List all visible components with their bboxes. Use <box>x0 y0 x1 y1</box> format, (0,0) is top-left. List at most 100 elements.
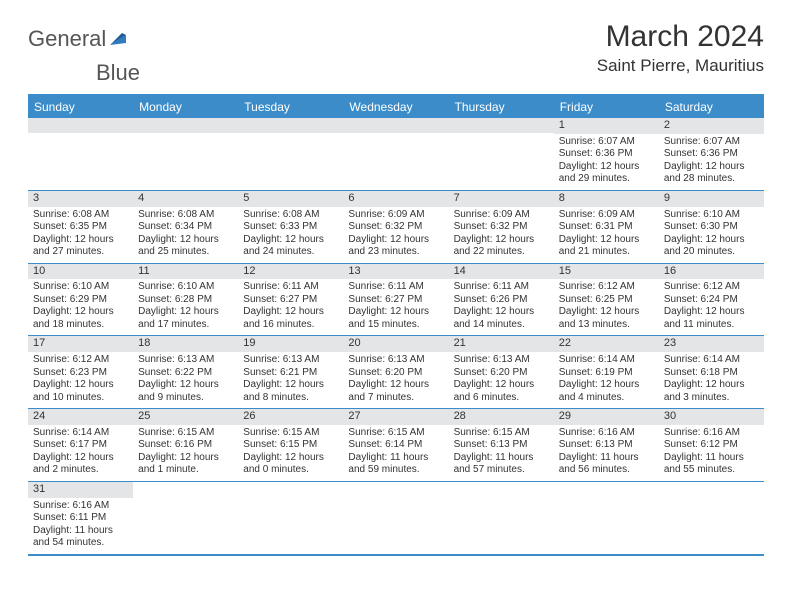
sunset-text: Sunset: 6:26 PM <box>454 294 549 307</box>
day-content: Sunrise: 6:07 AMSunset: 6:36 PMDaylight:… <box>554 134 659 190</box>
day-cell: 24Sunrise: 6:14 AMSunset: 6:17 PMDayligh… <box>28 409 133 481</box>
day-number: 24 <box>28 409 133 425</box>
day-content: Sunrise: 6:16 AMSunset: 6:11 PMDaylight:… <box>28 498 133 554</box>
daylight-text: Daylight: 12 hours and 29 minutes. <box>559 161 654 186</box>
day-content: Sunrise: 6:09 AMSunset: 6:31 PMDaylight:… <box>554 207 659 263</box>
day-cell: 28Sunrise: 6:15 AMSunset: 6:13 PMDayligh… <box>449 409 554 481</box>
sunset-text: Sunset: 6:30 PM <box>664 221 759 234</box>
daylight-text: Daylight: 12 hours and 24 minutes. <box>243 234 338 259</box>
weekday-header: Thursday <box>449 96 554 118</box>
calendar: Sunday Monday Tuesday Wednesday Thursday… <box>28 94 764 556</box>
day-content: Sunrise: 6:10 AMSunset: 6:28 PMDaylight:… <box>133 279 238 335</box>
day-cell: 6Sunrise: 6:09 AMSunset: 6:32 PMDaylight… <box>343 191 448 263</box>
day-cell: 12Sunrise: 6:11 AMSunset: 6:27 PMDayligh… <box>238 264 343 336</box>
sunrise-text: Sunrise: 6:11 AM <box>454 281 549 294</box>
sunset-text: Sunset: 6:19 PM <box>559 367 654 380</box>
weekday-header: Sunday <box>28 96 133 118</box>
sunrise-text: Sunrise: 6:08 AM <box>243 209 338 222</box>
day-content: Sunrise: 6:16 AMSunset: 6:12 PMDaylight:… <box>659 425 764 481</box>
day-content: Sunrise: 6:15 AMSunset: 6:14 PMDaylight:… <box>343 425 448 481</box>
day-number: 12 <box>238 264 343 280</box>
day-content: Sunrise: 6:15 AMSunset: 6:15 PMDaylight:… <box>238 425 343 481</box>
day-number: 20 <box>343 336 448 352</box>
sunset-text: Sunset: 6:24 PM <box>664 294 759 307</box>
sunset-text: Sunset: 6:17 PM <box>33 439 128 452</box>
weekday-header: Tuesday <box>238 96 343 118</box>
sunrise-text: Sunrise: 6:16 AM <box>664 427 759 440</box>
week-row: 1Sunrise: 6:07 AMSunset: 6:36 PMDaylight… <box>28 118 764 191</box>
daylight-text: Daylight: 12 hours and 13 minutes. <box>559 306 654 331</box>
day-cell: 27Sunrise: 6:15 AMSunset: 6:14 PMDayligh… <box>343 409 448 481</box>
day-content: Sunrise: 6:11 AMSunset: 6:27 PMDaylight:… <box>238 279 343 335</box>
sunrise-text: Sunrise: 6:13 AM <box>348 354 443 367</box>
day-number: 6 <box>343 191 448 207</box>
daylight-text: Daylight: 12 hours and 0 minutes. <box>243 452 338 477</box>
week-row: 3Sunrise: 6:08 AMSunset: 6:35 PMDaylight… <box>28 191 764 264</box>
day-number: 21 <box>449 336 554 352</box>
sunrise-text: Sunrise: 6:12 AM <box>559 281 654 294</box>
week-row: 10Sunrise: 6:10 AMSunset: 6:29 PMDayligh… <box>28 264 764 337</box>
daylight-text: Daylight: 12 hours and 18 minutes. <box>33 306 128 331</box>
daylight-text: Daylight: 12 hours and 15 minutes. <box>348 306 443 331</box>
day-cell: 26Sunrise: 6:15 AMSunset: 6:15 PMDayligh… <box>238 409 343 481</box>
day-content: Sunrise: 6:12 AMSunset: 6:24 PMDaylight:… <box>659 279 764 335</box>
day-cell: 9Sunrise: 6:10 AMSunset: 6:30 PMDaylight… <box>659 191 764 263</box>
sunset-text: Sunset: 6:20 PM <box>454 367 549 380</box>
sunrise-text: Sunrise: 6:10 AM <box>33 281 128 294</box>
day-number: 5 <box>238 191 343 207</box>
day-number: 30 <box>659 409 764 425</box>
sunset-text: Sunset: 6:12 PM <box>664 439 759 452</box>
day-number: 16 <box>659 264 764 280</box>
daylight-text: Daylight: 12 hours and 7 minutes. <box>348 379 443 404</box>
day-number: 4 <box>133 191 238 207</box>
daylight-text: Daylight: 12 hours and 17 minutes. <box>138 306 233 331</box>
sunset-text: Sunset: 6:33 PM <box>243 221 338 234</box>
sunrise-text: Sunrise: 6:09 AM <box>348 209 443 222</box>
location: Saint Pierre, Mauritius <box>597 56 764 76</box>
sunrise-text: Sunrise: 6:11 AM <box>348 281 443 294</box>
sunset-text: Sunset: 6:22 PM <box>138 367 233 380</box>
day-number: 22 <box>554 336 659 352</box>
sunrise-text: Sunrise: 6:09 AM <box>559 209 654 222</box>
day-cell: 29Sunrise: 6:16 AMSunset: 6:13 PMDayligh… <box>554 409 659 481</box>
daylight-text: Daylight: 12 hours and 9 minutes. <box>138 379 233 404</box>
week-row: 24Sunrise: 6:14 AMSunset: 6:17 PMDayligh… <box>28 409 764 482</box>
day-cell <box>659 482 764 554</box>
sunset-text: Sunset: 6:11 PM <box>33 512 128 525</box>
sunset-text: Sunset: 6:15 PM <box>243 439 338 452</box>
day-cell <box>133 482 238 554</box>
sunrise-text: Sunrise: 6:12 AM <box>33 354 128 367</box>
week-row: 17Sunrise: 6:12 AMSunset: 6:23 PMDayligh… <box>28 336 764 409</box>
daylight-text: Daylight: 12 hours and 6 minutes. <box>454 379 549 404</box>
sunrise-text: Sunrise: 6:13 AM <box>138 354 233 367</box>
day-number: 27 <box>343 409 448 425</box>
daylight-text: Daylight: 12 hours and 10 minutes. <box>33 379 128 404</box>
page: General March 2024 Saint Pierre, Mauriti… <box>0 0 792 556</box>
daylight-text: Daylight: 12 hours and 14 minutes. <box>454 306 549 331</box>
day-cell: 19Sunrise: 6:13 AMSunset: 6:21 PMDayligh… <box>238 336 343 408</box>
day-content: Sunrise: 6:12 AMSunset: 6:25 PMDaylight:… <box>554 279 659 335</box>
day-cell <box>449 118 554 190</box>
daylight-text: Daylight: 12 hours and 21 minutes. <box>559 234 654 259</box>
daylight-text: Daylight: 12 hours and 1 minute. <box>138 452 233 477</box>
daylight-text: Daylight: 12 hours and 4 minutes. <box>559 379 654 404</box>
day-content: Sunrise: 6:09 AMSunset: 6:32 PMDaylight:… <box>343 207 448 263</box>
sunset-text: Sunset: 6:32 PM <box>454 221 549 234</box>
sunset-text: Sunset: 6:23 PM <box>33 367 128 380</box>
day-cell: 1Sunrise: 6:07 AMSunset: 6:36 PMDaylight… <box>554 118 659 190</box>
day-content: Sunrise: 6:13 AMSunset: 6:20 PMDaylight:… <box>449 352 554 408</box>
sunrise-text: Sunrise: 6:13 AM <box>243 354 338 367</box>
day-cell <box>343 118 448 190</box>
sunset-text: Sunset: 6:13 PM <box>454 439 549 452</box>
weekday-header: Saturday <box>659 96 764 118</box>
day-number: 7 <box>449 191 554 207</box>
daylight-text: Daylight: 11 hours and 54 minutes. <box>33 525 128 550</box>
day-number: 10 <box>28 264 133 280</box>
day-content: Sunrise: 6:11 AMSunset: 6:27 PMDaylight:… <box>343 279 448 335</box>
day-cell: 2Sunrise: 6:07 AMSunset: 6:36 PMDaylight… <box>659 118 764 190</box>
day-number <box>133 118 238 133</box>
sunset-text: Sunset: 6:27 PM <box>243 294 338 307</box>
sunrise-text: Sunrise: 6:16 AM <box>33 500 128 513</box>
sunrise-text: Sunrise: 6:11 AM <box>243 281 338 294</box>
day-number: 2 <box>659 118 764 134</box>
